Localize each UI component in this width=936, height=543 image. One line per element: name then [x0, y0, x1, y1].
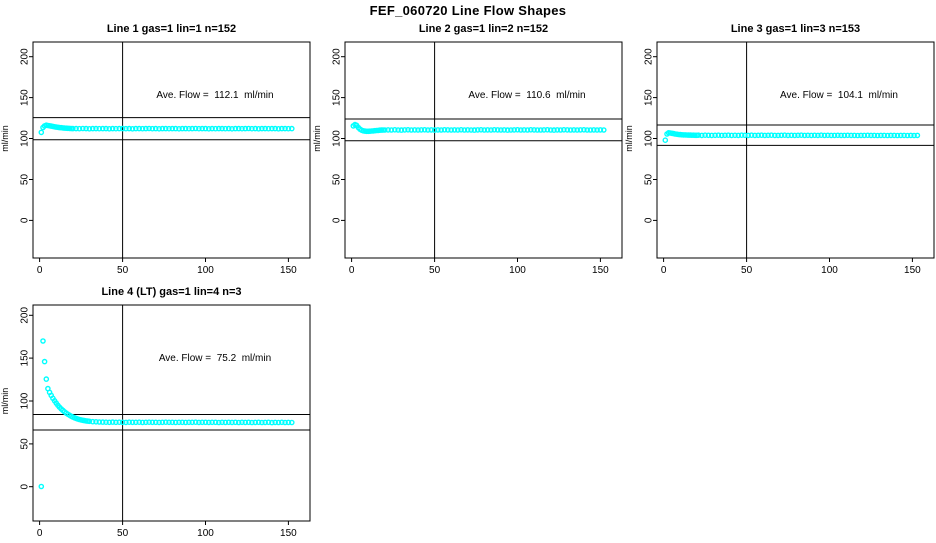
svg-text:50: 50: [20, 174, 31, 186]
panel-line-2: Line 2 gas=1 lin=2 n=152 0 50 100 150 0 50 100…: [312, 18, 624, 280]
svg-text:100: 100: [20, 130, 31, 147]
svg-text:0: 0: [20, 217, 31, 223]
svg-text:100: 100: [197, 265, 214, 276]
panel-3-title: Line 3 gas=1 lin=3 n=153: [730, 23, 861, 35]
svg-text:0: 0: [644, 217, 655, 223]
svg-text:150: 150: [20, 89, 31, 106]
panel-2-title: Line 2 gas=1 lin=2 n=152: [418, 23, 549, 35]
svg-text:0: 0: [37, 528, 43, 539]
svg-text:50: 50: [741, 265, 753, 276]
panel-1-title: Line 1 gas=1 lin=1 n=152: [106, 23, 237, 35]
panel-line-1: Line 1 gas=1 lin=1 n=152 0 50 100 150 0 50 100…: [0, 18, 312, 280]
svg-text:150: 150: [644, 89, 655, 106]
panel-1-plot: 0 50 100 150 0 50 100 150 200 ml/min: [0, 41, 311, 276]
svg-text:200: 200: [644, 48, 655, 65]
svg-text:50: 50: [429, 265, 441, 276]
svg-text:200: 200: [332, 48, 343, 65]
panel-4-plot: 0 50 100 150 0 50 100 150 200 ml/min: [0, 304, 311, 539]
svg-text:50: 50: [644, 174, 655, 186]
svg-text:100: 100: [332, 130, 343, 147]
panel-3-ave-flow-annotation: Ave. Flow = 104.1 ml/min: [780, 90, 898, 101]
svg-text:100: 100: [197, 528, 214, 539]
panel-4-title: Line 4 (LT) gas=1 lin=4 n=3: [101, 286, 242, 298]
panel-2-ave-flow-annotation: Ave. Flow = 110.6 ml/min: [468, 90, 586, 101]
panel-4-ave-flow-annotation: Ave. Flow = 75.2 ml/min: [158, 353, 272, 364]
svg-text:150: 150: [280, 528, 297, 539]
svg-text:150: 150: [592, 265, 609, 276]
y-axis-unit-label: ml/min: [624, 125, 634, 152]
svg-text:100: 100: [821, 265, 838, 276]
svg-text:100: 100: [20, 392, 31, 409]
y-axis-unit-label: ml/min: [0, 388, 10, 415]
y-axis-unit-label: ml/min: [312, 125, 322, 152]
panel-line-4: Line 4 (LT) gas=1 lin=4 n=3 0 50 100 150 0 50…: [0, 281, 312, 543]
svg-text:0: 0: [20, 483, 31, 489]
panel-2-plot: 0 50 100 150 0 50 100 150 200 ml/min: [312, 41, 623, 276]
svg-text:200: 200: [20, 307, 31, 324]
y-axis-unit-label: ml/min: [0, 125, 10, 152]
panel-1-ave-flow-annotation: Ave. Flow = 112.1 ml/min: [156, 90, 274, 101]
panel-line-3: Line 3 gas=1 lin=3 n=153 0 50 100 150 0 50 100…: [624, 18, 936, 280]
figure-title: FEF_060720 Line Flow Shapes: [369, 3, 567, 18]
svg-text:0: 0: [37, 265, 43, 276]
panel-3-plot: 0 50 100 150 0 50 100 150 200 ml/min: [624, 41, 935, 276]
svg-text:150: 150: [280, 265, 297, 276]
svg-text:50: 50: [117, 265, 129, 276]
svg-text:150: 150: [904, 265, 921, 276]
svg-text:150: 150: [332, 89, 343, 106]
svg-text:0: 0: [349, 265, 355, 276]
svg-text:100: 100: [644, 130, 655, 147]
svg-text:50: 50: [117, 528, 129, 539]
svg-text:0: 0: [332, 217, 343, 223]
svg-text:200: 200: [20, 48, 31, 65]
svg-text:50: 50: [20, 438, 31, 450]
svg-text:50: 50: [332, 174, 343, 186]
svg-text:0: 0: [661, 265, 667, 276]
svg-text:100: 100: [509, 265, 526, 276]
svg-text:150: 150: [20, 349, 31, 366]
